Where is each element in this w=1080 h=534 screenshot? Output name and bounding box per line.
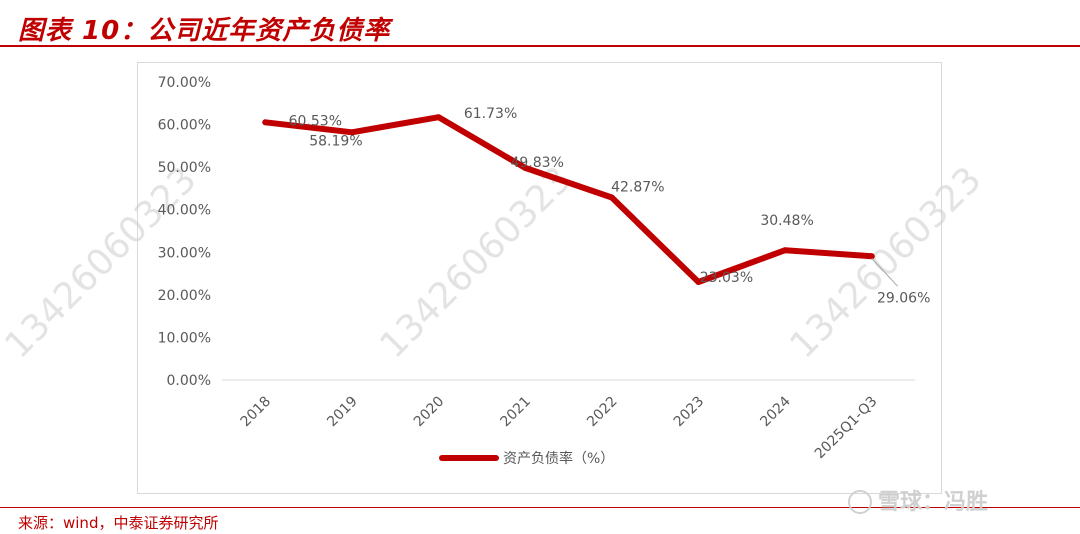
data-label: 23.03% (700, 270, 753, 286)
watermark-brand: 雪球：冯胜 (848, 484, 988, 516)
data-label: 49.83% (510, 155, 563, 171)
y-tick-label: 60.00% (158, 118, 211, 134)
title-divider (0, 45, 1080, 47)
data-label: 60.53% (289, 113, 342, 129)
data-label: 29.06% (877, 290, 930, 306)
y-tick-label: 10.00% (158, 330, 211, 346)
data-point (782, 247, 789, 254)
data-label: 30.48% (760, 213, 813, 229)
data-label-leader-line (871, 257, 899, 287)
watermark-brand-text: 雪球：冯胜 (878, 490, 989, 515)
data-point (262, 119, 269, 126)
watermark-layer: 13426060323 13426060323 13426060323 (0, 159, 990, 366)
y-tick-label: 40.00% (158, 203, 211, 219)
source-divider (0, 507, 1080, 508)
data-point (522, 164, 529, 171)
y-tick-label: 70.00% (158, 75, 211, 91)
x-tick-label: 2024 (757, 393, 794, 430)
x-tick-label: 2018 (238, 394, 275, 431)
data-point (348, 129, 355, 136)
data-point (868, 253, 875, 260)
legend: 资产负债率（%） (439, 450, 614, 467)
y-axis-tick-labels: 0.00% 10.00% 20.00% 30.00% 40.00% 50.00% 60.00… (158, 75, 211, 389)
data-point (435, 114, 442, 121)
data-label: 61.73% (464, 106, 517, 122)
data-label: 42.87% (611, 179, 664, 195)
source-note: 来源：wind，中泰证券研究所 (18, 514, 219, 532)
snowball-logo-icon (848, 490, 872, 514)
x-tick-label: 2022 (584, 394, 621, 431)
watermark-number-1: 13426060323 (372, 159, 579, 366)
x-tick-label: 2019 (324, 394, 361, 431)
data-point (695, 278, 702, 285)
y-tick-label: 20.00% (158, 288, 211, 304)
chart-frame (137, 62, 942, 494)
watermark-number-2: 13426060323 (782, 159, 989, 366)
y-tick-label: 30.00% (158, 245, 211, 261)
legend-label: 资产负债率（%） (503, 450, 614, 467)
x-tick-label: 2020 (411, 394, 448, 431)
y-tick-label: 0.00% (167, 373, 211, 389)
x-tick-label: 2021 (498, 394, 535, 431)
data-point (608, 194, 615, 201)
series-line-debt-ratio (262, 114, 875, 285)
x-tick-label: 2025Q1-Q3 (812, 394, 881, 463)
x-tick-label: 2023 (671, 394, 708, 431)
y-tick-label: 50.00% (158, 160, 211, 176)
data-label: 58.19% (309, 133, 362, 149)
figure-title: 图表 10：公司近年资产负债率 (18, 16, 391, 46)
series-layer: 60.53% 58.19% 61.73% 49.83% 42.87% 23.03% 30.4… (262, 106, 930, 306)
